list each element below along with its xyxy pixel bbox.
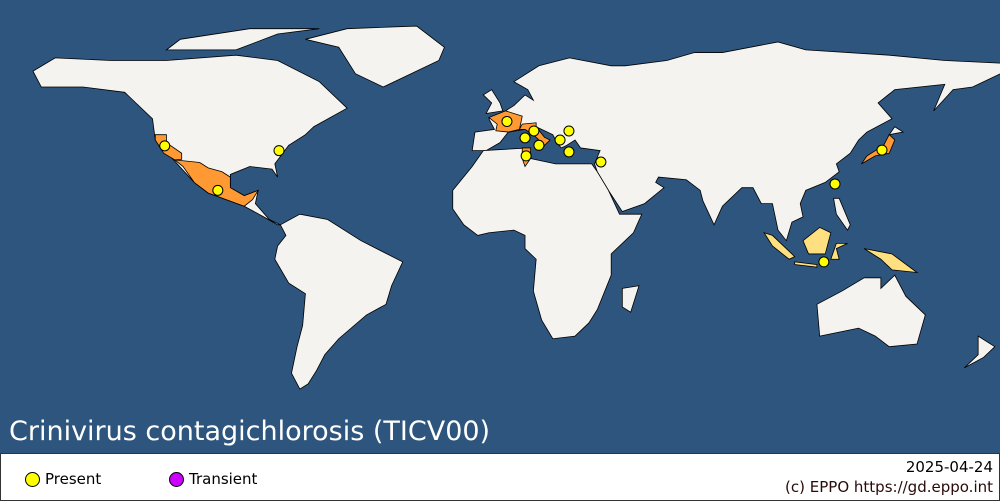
legend-item-present: Present bbox=[25, 470, 101, 488]
philippines bbox=[833, 197, 851, 231]
present-marker-icon bbox=[25, 471, 40, 487]
present-point-italy[interactable] bbox=[528, 125, 540, 137]
great-britain bbox=[482, 89, 504, 115]
present-point-north-carolina[interactable] bbox=[273, 145, 285, 157]
present-point-sardinia[interactable] bbox=[519, 132, 531, 144]
south-america bbox=[274, 213, 404, 390]
new-zealand bbox=[963, 335, 996, 369]
australia bbox=[816, 274, 926, 348]
present-point-japan[interactable] bbox=[876, 144, 888, 156]
eurasia bbox=[471, 41, 1000, 242]
present-point-taiwan[interactable] bbox=[829, 178, 841, 190]
africa bbox=[452, 147, 643, 340]
borneo bbox=[802, 226, 832, 255]
present-point-jordan[interactable] bbox=[595, 156, 607, 168]
present-point-indonesia[interactable] bbox=[818, 256, 830, 268]
north-america bbox=[32, 54, 348, 226]
mexico bbox=[173, 159, 260, 207]
present-point-greece[interactable] bbox=[554, 134, 566, 146]
present-point-crete[interactable] bbox=[563, 146, 575, 158]
legend-item-transient: Transient bbox=[169, 470, 257, 488]
canadian-arctic bbox=[165, 28, 320, 51]
java bbox=[794, 261, 818, 268]
map-date: 2025-04-24 bbox=[905, 458, 993, 476]
map-title: Crinivirus contagichlorosis (TICV00) bbox=[9, 416, 491, 447]
legend-label-transient: Transient bbox=[189, 470, 258, 488]
sulawesi bbox=[830, 242, 848, 260]
present-point-mexico[interactable] bbox=[212, 184, 224, 196]
credit-link[interactable]: (c) EPPO https://gd.eppo.int bbox=[785, 478, 993, 496]
legend: Present Transient 2025-04-24 (c) EPPO ht… bbox=[0, 453, 1000, 501]
sumatra bbox=[763, 232, 796, 260]
legend-label-present: Present bbox=[45, 470, 102, 488]
transient-marker-icon bbox=[169, 471, 184, 487]
madagascar bbox=[621, 285, 640, 313]
greenland bbox=[305, 25, 445, 88]
present-point-bulgaria[interactable] bbox=[563, 125, 575, 137]
present-point-sicily[interactable] bbox=[533, 139, 545, 151]
present-point-tunisia[interactable] bbox=[520, 150, 532, 162]
new-guinea bbox=[863, 248, 919, 274]
hokkaido bbox=[888, 126, 905, 136]
present-point-california[interactable] bbox=[159, 140, 171, 152]
world-map bbox=[0, 0, 1000, 455]
present-point-france[interactable] bbox=[501, 115, 513, 127]
